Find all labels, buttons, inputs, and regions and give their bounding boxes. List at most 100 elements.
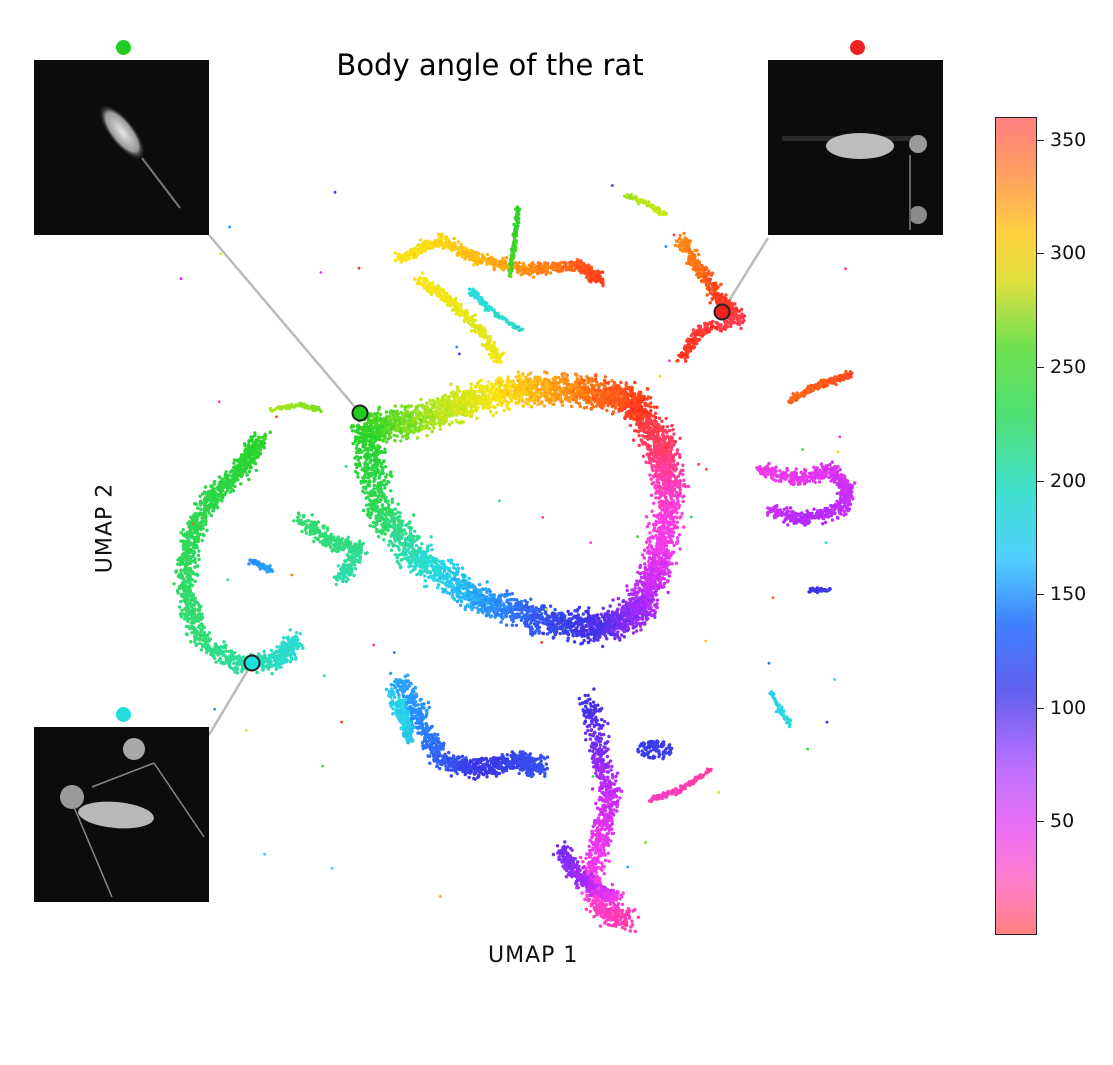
scatter-point [612,629,616,633]
scatter-point [647,559,651,564]
scatter-point [591,392,595,396]
scatter-point [510,618,514,622]
scatter-point [476,384,480,388]
scatter-point [389,489,393,493]
scatter-point [529,621,533,625]
scatter-point [660,502,664,506]
scatter-point [382,459,386,463]
scatter-point [643,622,647,626]
scatter-point [379,465,383,469]
scatter-point [392,421,396,425]
scatter-point [384,465,388,469]
scatter-point [381,471,385,476]
scatter-point [484,608,488,612]
scatter-point [425,559,429,563]
scatter-point [529,597,533,601]
scatter-point [625,584,629,588]
scatter-point [665,572,670,576]
scatter-point [447,566,451,571]
scatter-point [671,501,675,505]
scatter-point [398,511,402,515]
scatter-point [465,587,469,591]
scatter-point [654,523,658,527]
scatter-point [469,386,473,390]
scatter-point [678,516,682,520]
scatter-point [550,381,554,385]
scatter-point [412,535,416,539]
scatter-point [521,373,525,377]
scatter-point [636,395,640,399]
scatter-point [467,576,471,581]
scatter-point [380,468,385,472]
scatter-point [432,578,436,582]
scatter-point [647,551,652,556]
scatter-point [648,473,652,477]
scatter-point [647,521,651,526]
scatter-point [650,482,654,486]
scatter-point [362,479,366,483]
scatter-point [673,515,678,519]
scatter-point [566,636,570,640]
scatter-point [678,436,682,440]
scatter-point [545,613,550,618]
scatter-point [353,439,358,443]
scatter-point [442,569,447,573]
scatter-point [427,555,431,559]
scatter-point [474,601,478,605]
scatter-point [658,580,663,585]
scatter-point [639,575,644,580]
scatter-point [416,549,420,553]
scatter-point [387,503,391,507]
scatter-point [541,387,546,392]
scatter-point [594,404,599,408]
scatter-point [426,575,431,579]
scatter-point [445,590,449,595]
scatter-point [546,626,550,631]
scatter-point [644,597,649,601]
scatter-point [648,539,652,544]
scatter-point [626,414,630,418]
scatter-point [447,422,452,427]
leader-line [208,234,361,414]
scatter-point [370,511,374,515]
scatter-point [415,572,419,577]
scatter-point [629,413,633,418]
scatter-point [594,623,598,628]
scatter-point [577,401,581,406]
scatter-point [437,404,441,408]
scatter-point [655,405,659,409]
scatter-point [494,410,499,415]
scatter-point [369,493,373,498]
scatter-point [504,623,509,627]
scatter-point [669,506,673,510]
scatter-point [385,473,389,477]
scatter-point [486,406,491,410]
scatter-point [382,538,386,542]
scatter-point [369,502,373,506]
scatter-point [605,637,609,641]
scatter-point [392,433,396,438]
scatter-point [556,397,560,401]
scatter-point [385,414,389,419]
scatter-point [368,443,372,447]
scatter-point [474,401,478,406]
scatter-point [551,619,556,623]
scatter-point [415,411,420,416]
scatter-point [647,606,652,610]
scatter-point [635,422,639,427]
scatter-point [581,612,585,616]
scatter-point [649,493,654,497]
scatter-point [588,621,592,625]
scatter-point [422,404,426,409]
scatter-point [496,403,500,407]
scatter-point [451,588,455,592]
scatter-point [396,510,400,515]
scatter-point [405,433,409,437]
scatter-point [570,404,574,409]
scatter-point [577,605,582,610]
scatter-point [413,529,417,533]
scatter-point [456,566,461,571]
scatter-point [521,399,525,403]
scatter-point [575,373,579,377]
scatter-point [628,423,633,428]
